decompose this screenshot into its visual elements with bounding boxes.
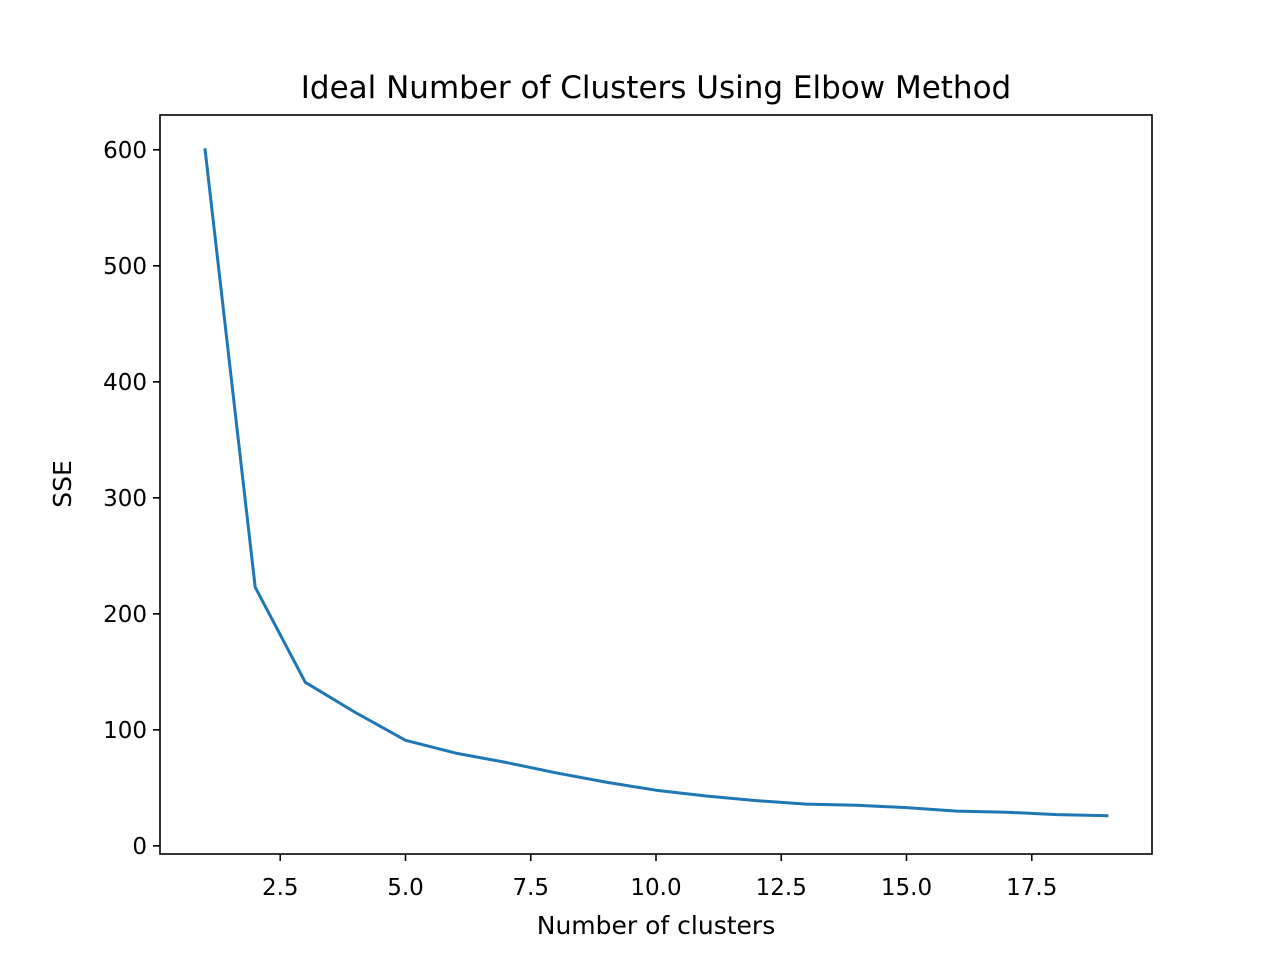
y-tick-label: 400 — [103, 370, 147, 396]
x-tick-label: 7.5 — [512, 875, 549, 901]
x-tick-label: 15.0 — [881, 875, 932, 901]
y-tick-label: 600 — [103, 138, 147, 164]
x-tick-label: 2.5 — [262, 875, 299, 901]
y-tick-label: 500 — [103, 254, 147, 280]
x-tick-label: 5.0 — [387, 875, 424, 901]
y-tick-label: 0 — [132, 834, 147, 860]
x-tick-label: 17.5 — [1006, 875, 1057, 901]
x-tick-label: 10.0 — [630, 875, 681, 901]
axes-frame — [159, 114, 1153, 855]
y-axis-label: SSE — [48, 460, 77, 508]
chart-title: Ideal Number of Clusters Using Elbow Met… — [301, 70, 1011, 106]
series-line-0 — [203, 148, 1109, 818]
y-tick-label: 200 — [103, 602, 147, 628]
x-axis-label: Number of clusters — [537, 911, 775, 940]
plot-area: 2.5 5.0 7.5 10.0 12.5 15.0 17.5 0 100 200 300 400 50… — [103, 114, 1153, 901]
y-tick-label: 100 — [103, 718, 147, 744]
y-tick-label: 300 — [103, 486, 147, 512]
x-tick-label: 12.5 — [756, 875, 807, 901]
